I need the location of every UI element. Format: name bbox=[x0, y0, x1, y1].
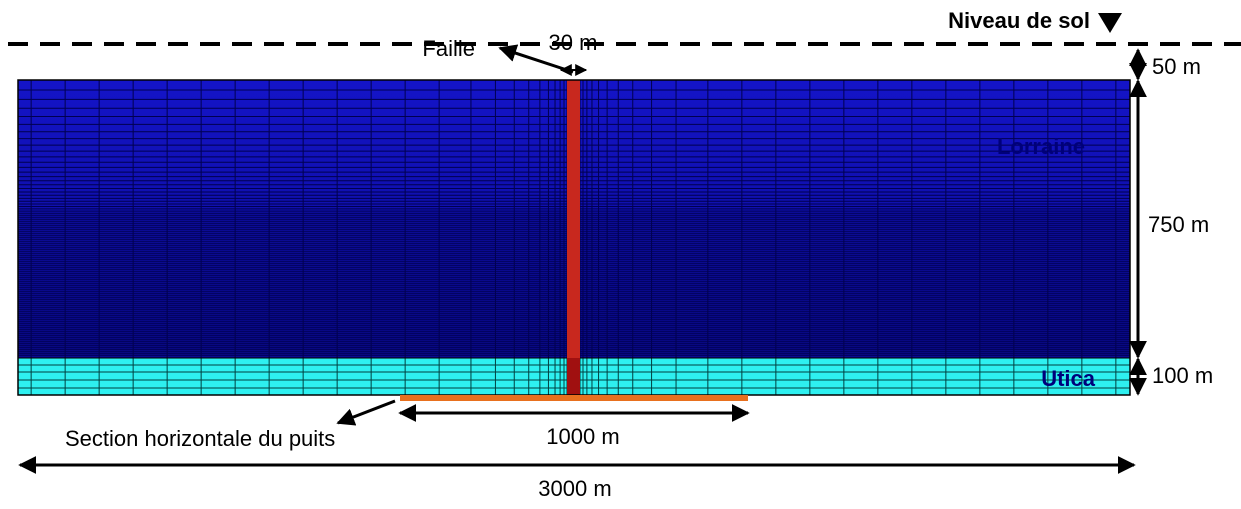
fault-width: 30 m bbox=[549, 30, 598, 55]
well-label: Section horizontale du puits bbox=[65, 426, 335, 451]
figure: Niveau de sol Faille 30 m 50 m 750 m 100… bbox=[0, 0, 1241, 504]
utica-thickness: 100 m bbox=[1152, 363, 1213, 388]
lorraine-name: Lorraine bbox=[997, 134, 1085, 159]
well-arrow bbox=[338, 401, 395, 423]
well bbox=[400, 395, 748, 401]
fault-zone bbox=[567, 80, 580, 358]
utica-name: Utica bbox=[1041, 366, 1096, 391]
fault-zone-utica bbox=[567, 358, 580, 395]
domain-width: 3000 m bbox=[538, 476, 611, 501]
ground-label: Niveau de sol bbox=[948, 8, 1090, 33]
ground-icon bbox=[1098, 13, 1122, 33]
overburden-label: 50 m bbox=[1152, 54, 1201, 79]
well-length: 1000 m bbox=[546, 424, 619, 449]
fault-label: Faille bbox=[422, 36, 475, 61]
lorraine-thickness: 750 m bbox=[1148, 212, 1209, 237]
